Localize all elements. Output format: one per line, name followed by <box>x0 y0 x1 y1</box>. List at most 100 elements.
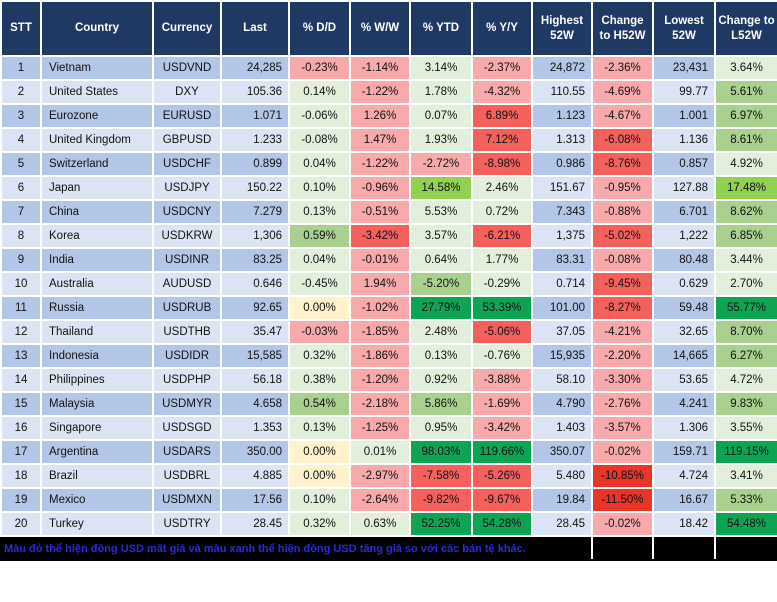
cell-pct-yy: -5.06% <box>471 319 533 345</box>
cell-pct-dd: 0.10% <box>288 175 351 201</box>
cell-pct-ww: 0.63% <box>349 511 411 537</box>
cell-change-h52w: -8.27% <box>591 295 654 321</box>
cell-highest-52w: 7.343 <box>531 199 593 225</box>
cell-pct-yy: -9.67% <box>471 487 533 513</box>
table-row: 19 Mexico USDMXN 17.56 0.10% -2.64% -9.82% -9.6… <box>0 487 777 513</box>
cell-lowest-52w: 18.42 <box>652 511 716 537</box>
cell-last: 1.353 <box>220 415 290 441</box>
cell-country: Brazil <box>40 463 154 489</box>
cell-lowest-52w: 1.136 <box>652 127 716 153</box>
cell-change-h52w: -4.67% <box>591 103 654 129</box>
cell-pct-ww: -2.97% <box>349 463 411 489</box>
cell-stt: 13 <box>0 343 42 369</box>
cell-last: 150.22 <box>220 175 290 201</box>
cell-change-l52w: 3.55% <box>714 415 777 441</box>
cell-country: Singapore <box>40 415 154 441</box>
cell-change-h52w: -8.76% <box>591 151 654 177</box>
cell-change-l52w: 55.77% <box>714 295 777 321</box>
cell-change-l52w: 9.83% <box>714 391 777 417</box>
cell-pct-ww: 1.94% <box>349 271 411 297</box>
cell-pct-dd: 0.00% <box>288 439 351 465</box>
cell-pct-ytd: 5.86% <box>409 391 473 417</box>
cell-change-l52w: 119.15% <box>714 439 777 465</box>
cell-pct-ww: -1.14% <box>349 55 411 81</box>
cell-pct-ytd: 98.03% <box>409 439 473 465</box>
cell-lowest-52w: 16.67 <box>652 487 716 513</box>
cell-pct-dd: 0.14% <box>288 79 351 105</box>
table-row: 3 Eurozone EURUSD 1.071 -0.06% 1.26% 0.07% 6.89… <box>0 103 777 129</box>
cell-country: Korea <box>40 223 154 249</box>
table-row: 16 Singapore USDSGD 1.353 0.13% -1.25% 0.95% -3… <box>0 415 777 441</box>
cell-currency: AUDUSD <box>152 271 222 297</box>
cell-stt: 17 <box>0 439 42 465</box>
footer-grid-divider <box>714 537 716 559</box>
cell-country: Philippines <box>40 367 154 393</box>
cell-lowest-52w: 14,665 <box>652 343 716 369</box>
cell-currency: USDMYR <box>152 391 222 417</box>
cell-pct-yy: 7.12% <box>471 127 533 153</box>
footer-grid-divider <box>652 537 654 559</box>
cell-pct-yy: 53.39% <box>471 295 533 321</box>
cell-pct-ww: -1.25% <box>349 415 411 441</box>
cell-lowest-52w: 127.88 <box>652 175 716 201</box>
cell-stt: 6 <box>0 175 42 201</box>
cell-change-l52w: 6.97% <box>714 103 777 129</box>
table-row: 1 Vietnam USDVND 24,285 -0.23% -1.14% 3.14% -2.… <box>0 55 777 81</box>
cell-highest-52w: 0.986 <box>531 151 593 177</box>
cell-pct-yy: 0.72% <box>471 199 533 225</box>
cell-pct-dd: -0.06% <box>288 103 351 129</box>
cell-stt: 11 <box>0 295 42 321</box>
cell-stt: 10 <box>0 271 42 297</box>
cell-country: Eurozone <box>40 103 154 129</box>
cell-stt: 7 <box>0 199 42 225</box>
cell-pct-dd: 0.13% <box>288 415 351 441</box>
cell-currency: GBPUSD <box>152 127 222 153</box>
cell-pct-ww: 0.01% <box>349 439 411 465</box>
cell-last: 92.65 <box>220 295 290 321</box>
cell-change-l52w: 6.27% <box>714 343 777 369</box>
cell-lowest-52w: 0.857 <box>652 151 716 177</box>
cell-change-h52w: -0.08% <box>591 247 654 273</box>
cell-pct-yy: 119.66% <box>471 439 533 465</box>
cell-stt: 8 <box>0 223 42 249</box>
cell-stt: 15 <box>0 391 42 417</box>
cell-change-l52w: 17.48% <box>714 175 777 201</box>
cell-pct-ww: -1.22% <box>349 151 411 177</box>
cell-currency: EURUSD <box>152 103 222 129</box>
cell-currency: USDRUB <box>152 295 222 321</box>
cell-pct-ww: -3.42% <box>349 223 411 249</box>
cell-pct-yy: -2.37% <box>471 55 533 81</box>
cell-last: 1.233 <box>220 127 290 153</box>
cell-pct-ytd: -9.82% <box>409 487 473 513</box>
cell-pct-ytd: 14.58% <box>409 175 473 201</box>
cell-last: 4.658 <box>220 391 290 417</box>
cell-pct-ww: 1.26% <box>349 103 411 129</box>
cell-country: India <box>40 247 154 273</box>
cell-change-h52w: -5.02% <box>591 223 654 249</box>
column-header-last: Last <box>220 0 290 57</box>
cell-last: 83.25 <box>220 247 290 273</box>
cell-lowest-52w: 6.701 <box>652 199 716 225</box>
cell-currency: USDARS <box>152 439 222 465</box>
cell-pct-yy: -0.29% <box>471 271 533 297</box>
column-header-stt: STT <box>0 0 42 57</box>
table-row: 20 Turkey USDTRY 28.45 0.32% 0.63% 52.25% 54.28… <box>0 511 777 537</box>
table-row: 8 Korea USDKRW 1,306 0.59% -3.42% 3.57% -6.21% 1… <box>0 223 777 249</box>
cell-last: 0.646 <box>220 271 290 297</box>
cell-currency: USDJPY <box>152 175 222 201</box>
cell-last: 350.00 <box>220 439 290 465</box>
cell-pct-dd: 0.54% <box>288 391 351 417</box>
cell-change-l52w: 8.62% <box>714 199 777 225</box>
cell-highest-52w: 1.313 <box>531 127 593 153</box>
cell-currency: USDIDR <box>152 343 222 369</box>
cell-pct-dd: 0.10% <box>288 487 351 513</box>
footer-note: Màu đỏ thể hiện đồng USD mất giá và màu … <box>4 543 526 555</box>
cell-pct-dd: 0.32% <box>288 343 351 369</box>
column-header-currency: Currency <box>152 0 222 57</box>
table-row: 17 Argentina USDARS 350.00 0.00% 0.01% 98.03% 1… <box>0 439 777 465</box>
cell-change-l52w: 5.33% <box>714 487 777 513</box>
cell-last: 0.899 <box>220 151 290 177</box>
cell-pct-dd: -0.03% <box>288 319 351 345</box>
cell-pct-dd: 0.04% <box>288 247 351 273</box>
cell-currency: USDPHP <box>152 367 222 393</box>
